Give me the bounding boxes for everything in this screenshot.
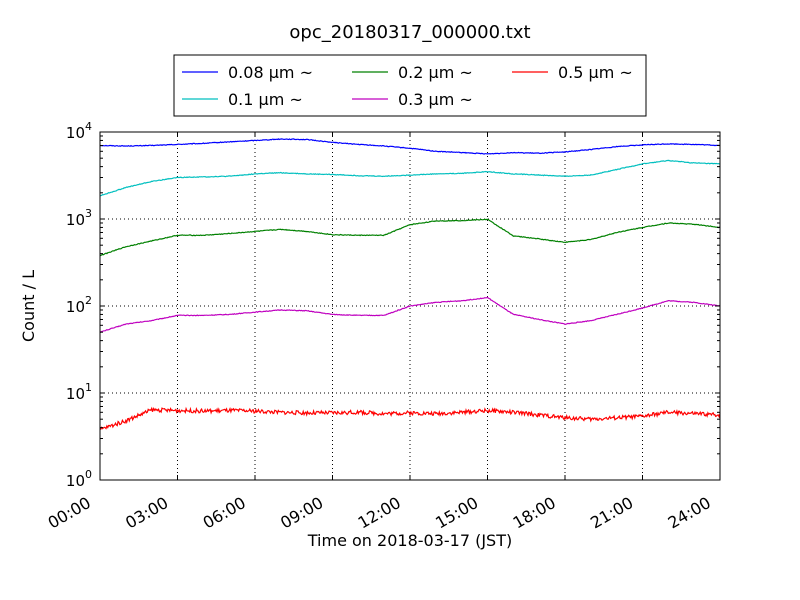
series-line xyxy=(99,296,721,333)
x-axis-label: Time on 2018-03-17 (JST) xyxy=(307,531,512,550)
x-tick-label: 21:00 xyxy=(587,493,636,533)
grid-lines xyxy=(100,132,720,480)
series-line xyxy=(99,138,721,155)
series-line xyxy=(99,406,721,431)
x-tick-label: 03:00 xyxy=(122,493,171,533)
x-tick-label: 06:00 xyxy=(200,493,249,533)
legend-items: 0.08 μm ~ 0.1 μm ~ 0.2 μm ~ 0.3 μm ~ 0.5 μm … xyxy=(182,63,633,109)
x-tick-label: 09:00 xyxy=(277,493,326,533)
x-tick-label: 15:00 xyxy=(432,493,481,533)
series-line xyxy=(99,218,721,257)
y-tick-label: 104 xyxy=(66,120,92,142)
series-lines xyxy=(99,138,721,431)
legend-label: 0.1 μm ~ xyxy=(228,90,303,109)
legend-label: 0.3 μm ~ xyxy=(398,90,473,109)
x-tick-label: 24:00 xyxy=(665,493,714,533)
chart-title: opc_20180317_000000.txt xyxy=(289,22,530,43)
x-tick-label: 00:00 xyxy=(45,493,94,533)
legend-label: 0.2 μm ~ xyxy=(398,63,473,82)
x-tick-label: 12:00 xyxy=(355,493,404,533)
y-tick-label: 103 xyxy=(66,207,92,229)
y-tick-label: 101 xyxy=(66,381,92,403)
axis-ticks: 00:00 03:00 06:00 09:00 12:00 15:00 18:00 21:00… xyxy=(45,120,721,533)
legend-label: 0.5 μm ~ xyxy=(558,63,633,82)
y-axis-label: Count / L xyxy=(19,270,38,342)
x-tick-label: 18:00 xyxy=(510,493,559,533)
legend-frame xyxy=(173,54,647,117)
legend: 0.08 μm ~ 0.1 μm ~ 0.2 μm ~ 0.3 μm ~ 0.5 μm … xyxy=(173,54,647,117)
y-tick-label: 102 xyxy=(66,294,92,316)
y-tick-label: 100 xyxy=(66,468,92,490)
legend-label: 0.08 μm ~ xyxy=(228,63,313,82)
series-line xyxy=(99,159,721,197)
